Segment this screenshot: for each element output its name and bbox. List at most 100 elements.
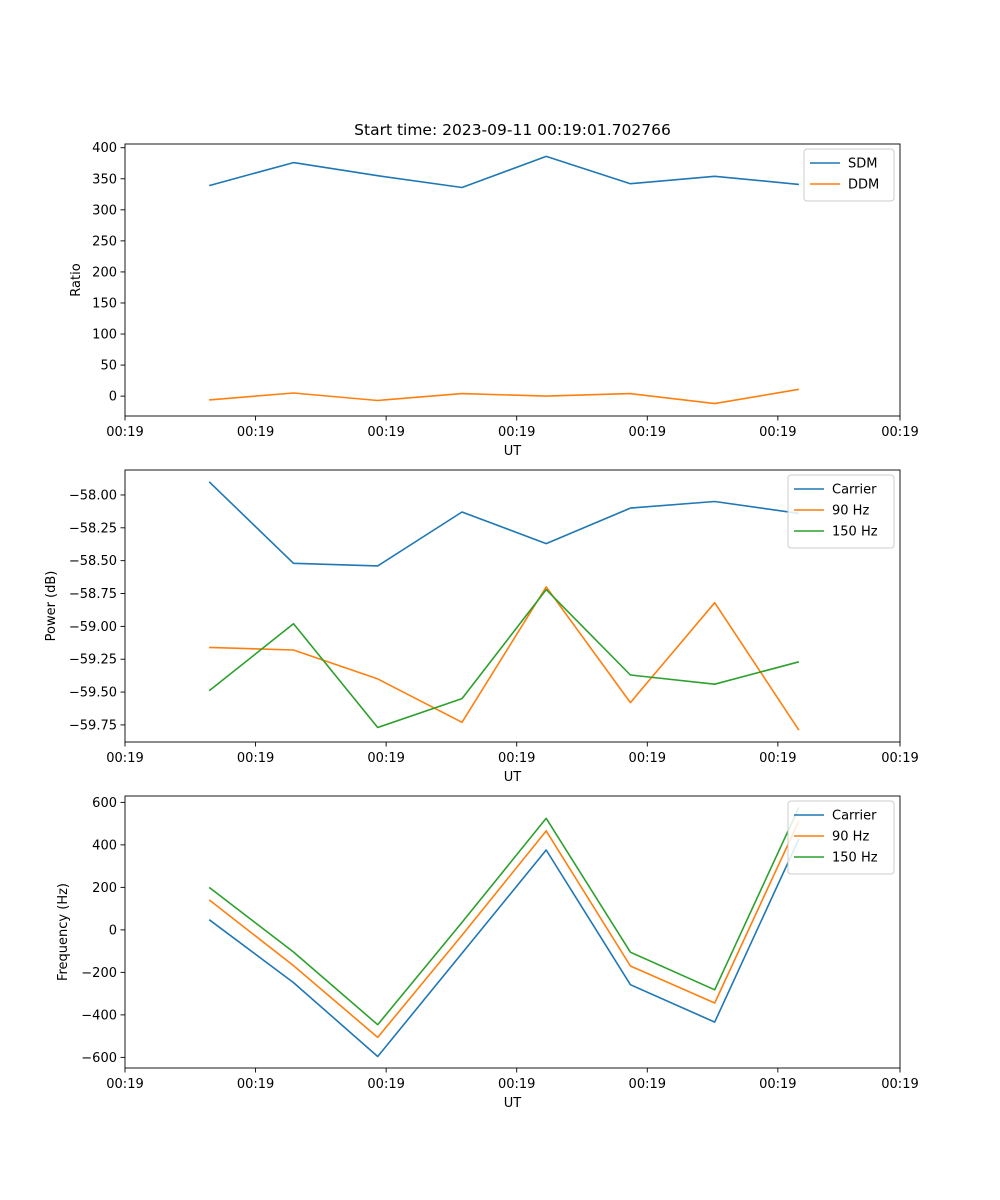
data-point [714, 501, 716, 503]
x-tick-label: 00:19 [106, 751, 143, 766]
data-point [208, 481, 210, 483]
legend-label: Carrier [832, 809, 877, 824]
data-point [798, 661, 800, 663]
y-tick-label: 300 [92, 203, 117, 218]
legend: Carrier 90 Hz 150 Hz [787, 474, 895, 549]
data-point [208, 919, 210, 921]
legend-box [803, 148, 895, 202]
y-tick-label: 400 [92, 141, 117, 156]
data-point [293, 623, 295, 625]
series-line-ddm [209, 388, 800, 405]
x-tick-label: 00:19 [629, 1077, 666, 1092]
y-tick-label: 50 [100, 359, 117, 374]
data-point [545, 586, 547, 588]
data-point [208, 399, 210, 401]
data-point [545, 818, 547, 820]
x-tick-label: 00:19 [881, 751, 918, 766]
data-point [545, 156, 547, 158]
data-point [377, 400, 379, 402]
data-point [208, 647, 210, 649]
data-point [714, 175, 716, 177]
legend-label: SDM [848, 157, 877, 172]
legend-box [787, 474, 895, 549]
data-point [377, 1037, 379, 1039]
x-tick-label: 00:19 [881, 1077, 918, 1092]
y-tick-label: 150 [92, 296, 117, 311]
series-line-90-hz [209, 586, 800, 731]
legend-label: 150 Hz [832, 851, 878, 866]
y-tick-label: 250 [92, 234, 117, 249]
data-point [208, 887, 210, 889]
data-point [630, 965, 632, 967]
data-point [714, 602, 716, 604]
data-point [293, 649, 295, 651]
data-point [461, 393, 463, 395]
legend: Carrier 90 Hz 150 Hz [787, 800, 895, 875]
data-point [545, 849, 547, 851]
data-point [630, 507, 632, 509]
x-axis-label: UT [504, 770, 522, 785]
y-tick-label: 600 [92, 796, 117, 811]
data-point [714, 1002, 716, 1004]
data-point [461, 934, 463, 936]
data-point [377, 1056, 379, 1058]
data-point [630, 702, 632, 704]
x-tick-label: 00:19 [367, 751, 404, 766]
x-tick-label: 00:19 [498, 1077, 535, 1092]
data-point [293, 162, 295, 164]
data-point [714, 683, 716, 685]
axes-frame [124, 143, 901, 417]
data-point [714, 403, 716, 405]
data-point [293, 982, 295, 984]
x-tick-label: 00:19 [759, 751, 796, 766]
data-point [461, 952, 463, 954]
data-point [461, 721, 463, 723]
x-tick-label: 00:19 [106, 425, 143, 440]
y-tick-label: −58.00 [69, 488, 117, 503]
x-tick-label: 00:19 [367, 425, 404, 440]
legend-label: DDM [848, 178, 879, 193]
series-line-150-hz [208, 588, 800, 729]
data-point [714, 1021, 716, 1023]
y-tick-label: −59.50 [69, 686, 117, 701]
y-tick-label: −58.25 [69, 521, 117, 536]
subplot-2: 00:19 00:19 00:19 00:19 00:19 00:19 00:19 −58.0… [44, 469, 919, 785]
x-tick-label: 00:19 [498, 751, 535, 766]
x-tick-label: 00:19 [759, 425, 796, 440]
y-tick-label: −59.25 [69, 653, 117, 668]
x-axis-label: UT [504, 444, 522, 459]
subplot-1: Start time: 2023-09-11 00:19:01.70276600… [69, 121, 919, 459]
x-tick-label: 00:19 [759, 1077, 796, 1092]
x-tick-label: 00:19 [367, 1077, 404, 1092]
x-tick-label: 00:19 [629, 751, 666, 766]
y-tick-label: 100 [92, 328, 117, 343]
y-tick-label: 400 [92, 838, 117, 853]
subplots: Start time: 2023-09-11 00:19:01.70276600… [44, 121, 919, 1111]
chart-title: Start time: 2023-09-11 00:19:01.702766 [354, 121, 671, 139]
data-point [798, 388, 800, 390]
x-tick-label: 00:19 [237, 425, 274, 440]
y-tick-label: −200 [81, 966, 117, 981]
data-point [293, 965, 295, 967]
data-point [377, 678, 379, 680]
y-tick-label: −400 [81, 1008, 117, 1023]
axes-frame [124, 795, 901, 1069]
x-tick-label: 00:19 [498, 425, 535, 440]
data-point [377, 175, 379, 177]
x-tick-label: 00:19 [881, 425, 918, 440]
data-point [461, 187, 463, 189]
data-point [208, 185, 210, 187]
subplot-3: 00:19 00:19 00:19 00:19 00:19 00:19 00:19 600 40… [56, 795, 919, 1111]
x-tick-label: 00:19 [237, 1077, 274, 1092]
data-point [293, 392, 295, 394]
data-point [377, 727, 379, 729]
data-point [545, 395, 547, 397]
x-tick-label: 00:19 [106, 1077, 143, 1092]
series-line-carrier [208, 838, 800, 1058]
y-tick-label: −59.75 [69, 718, 117, 733]
data-point [461, 511, 463, 513]
y-tick-label: 0 [109, 390, 117, 405]
data-point [377, 1024, 379, 1026]
y-tick-label: −58.75 [69, 587, 117, 602]
